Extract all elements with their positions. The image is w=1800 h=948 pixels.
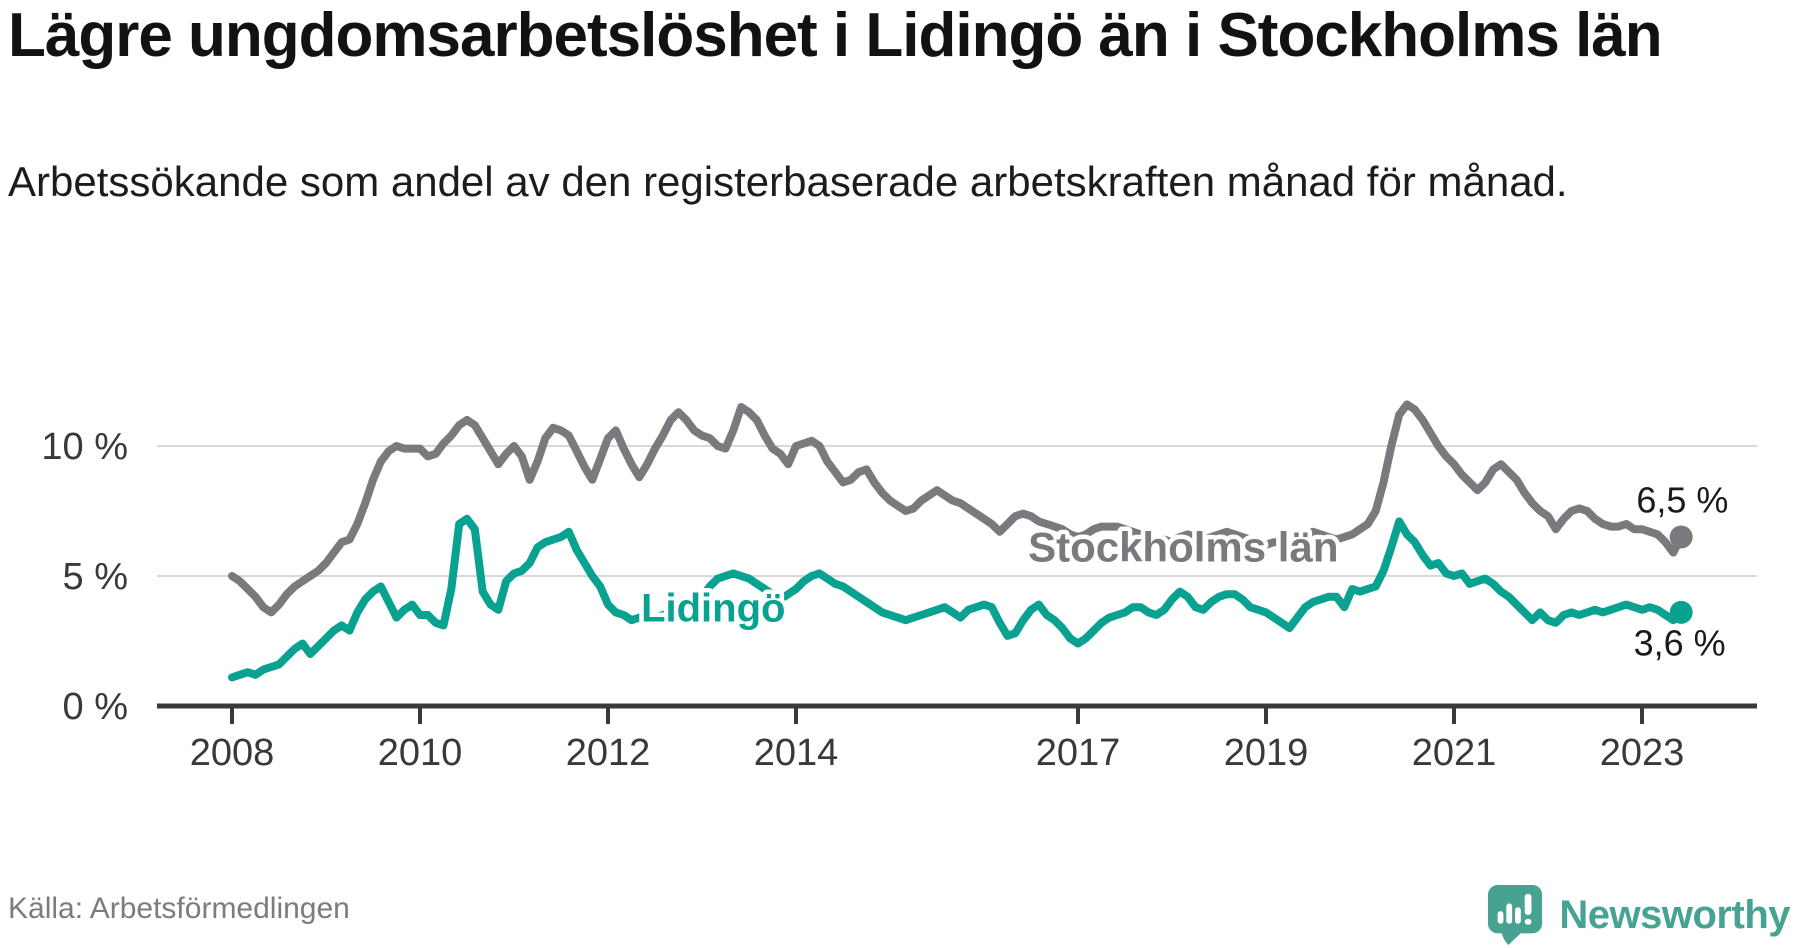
y-axis-tick-label: 5 % — [63, 556, 128, 598]
brand-name: Newsworthy — [1559, 892, 1790, 937]
chart-subtitle: Arbetssökande som andel av den registerb… — [8, 158, 1568, 205]
y-axis-tick-label: 0 % — [63, 686, 128, 728]
x-axis-tick-label: 2010 — [378, 732, 463, 774]
page-title: Lägre ungdomsarbetslöshet i Lidingö än i… — [8, 1, 1663, 70]
source-note: Källa: Arbetsförmedlingen — [8, 892, 350, 925]
newsworthy-brand: Newsworthy — [1487, 884, 1790, 946]
x-axis-tick-label: 2017 — [1036, 732, 1121, 774]
x-axis-tick-label: 2019 — [1224, 732, 1309, 774]
annotation-3-6: 3,6 % — [1634, 622, 1726, 663]
annotation-6-5: 6,5 % — [1636, 479, 1728, 520]
series-end-dot-lidingo — [1669, 600, 1693, 624]
annotation-stockholms-lan: Stockholms län — [1028, 524, 1338, 571]
x-axis-tick-label: 2021 — [1412, 732, 1497, 774]
annotation-lidingo: Lidingö — [641, 587, 785, 631]
x-axis-tick-label: 2008 — [190, 732, 275, 774]
x-axis-tick-label: 2023 — [1600, 732, 1685, 774]
series-line-stockholms-lan — [228, 400, 1686, 617]
series-line-lidingo — [228, 514, 1686, 682]
x-axis-tick-label: 2012 — [566, 732, 651, 774]
y-axis-tick-label: 10 % — [41, 426, 128, 468]
newsworthy-logo-icon — [1488, 885, 1543, 945]
series-end-dot-stockholms-lan — [1669, 525, 1693, 549]
x-axis-tick-label: 2014 — [754, 732, 839, 774]
